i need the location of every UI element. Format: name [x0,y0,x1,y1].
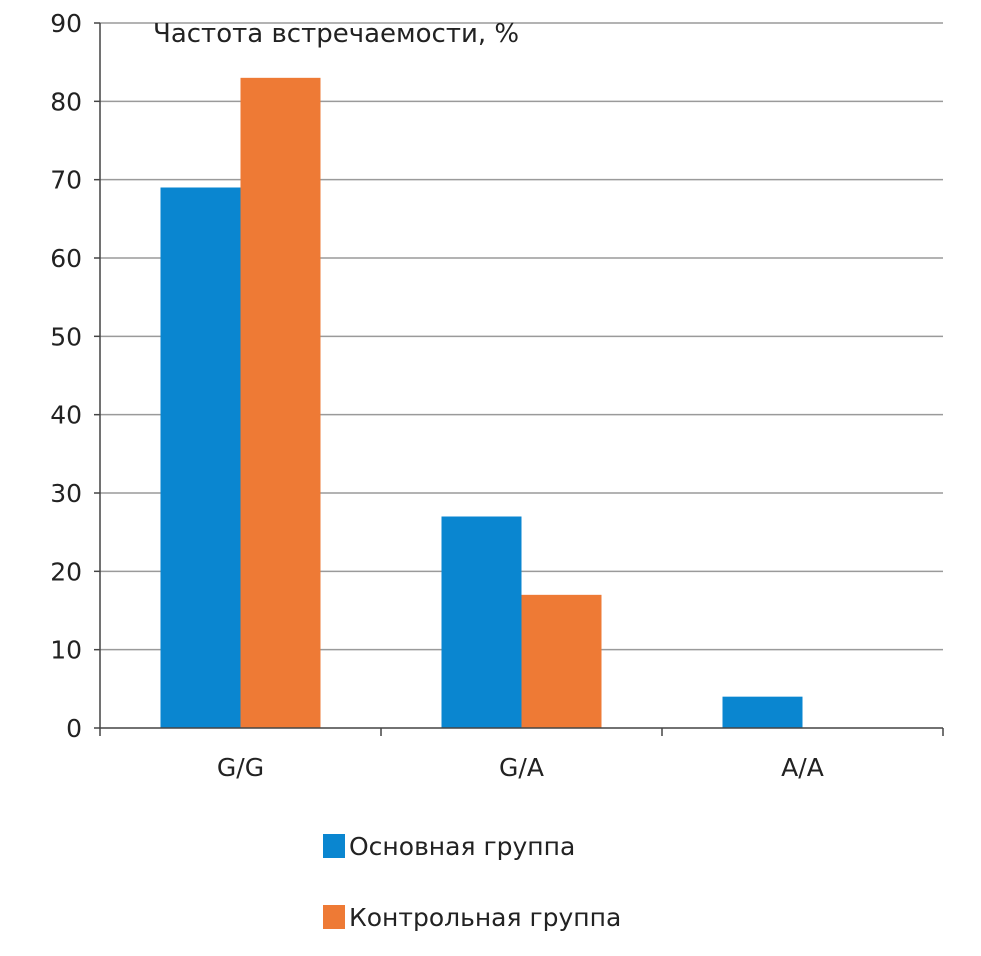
legend-label: Контрольная группа [349,903,621,932]
y-tick-label: 10 [50,636,82,665]
x-ticks: G/G G/A A/A [99,728,944,782]
y-tick-label: 80 [50,87,82,116]
y-tick-label: 60 [50,244,82,273]
y-tick-label: 30 [50,479,82,508]
y-tick-label: 90 [50,9,82,38]
y-tick-label: 0 [66,714,82,743]
y-tick-label: 50 [50,322,82,351]
y-tick-label: 40 [50,401,82,430]
x-tick-label: G/A [499,753,544,782]
y-ticks: 0 10 20 30 40 50 60 70 80 90 [50,9,100,743]
y-axis-label: Частота встречаемости, % [153,19,519,49]
x-tick-label: A/A [781,753,824,782]
y-tick-label: 70 [50,166,82,195]
bars [160,77,803,729]
legend-swatch [323,905,345,929]
bar [441,516,522,728]
bar [240,77,321,729]
x-tick-label: G/G [217,753,264,782]
legend-swatch [323,834,345,858]
bar [160,187,241,728]
axes [99,23,943,729]
legend-label: Основная группа [349,832,575,861]
y-tick-label: 20 [50,557,82,586]
bar [521,594,602,728]
legend: Основная группа Контрольная группа [323,832,621,932]
bar [722,696,803,728]
